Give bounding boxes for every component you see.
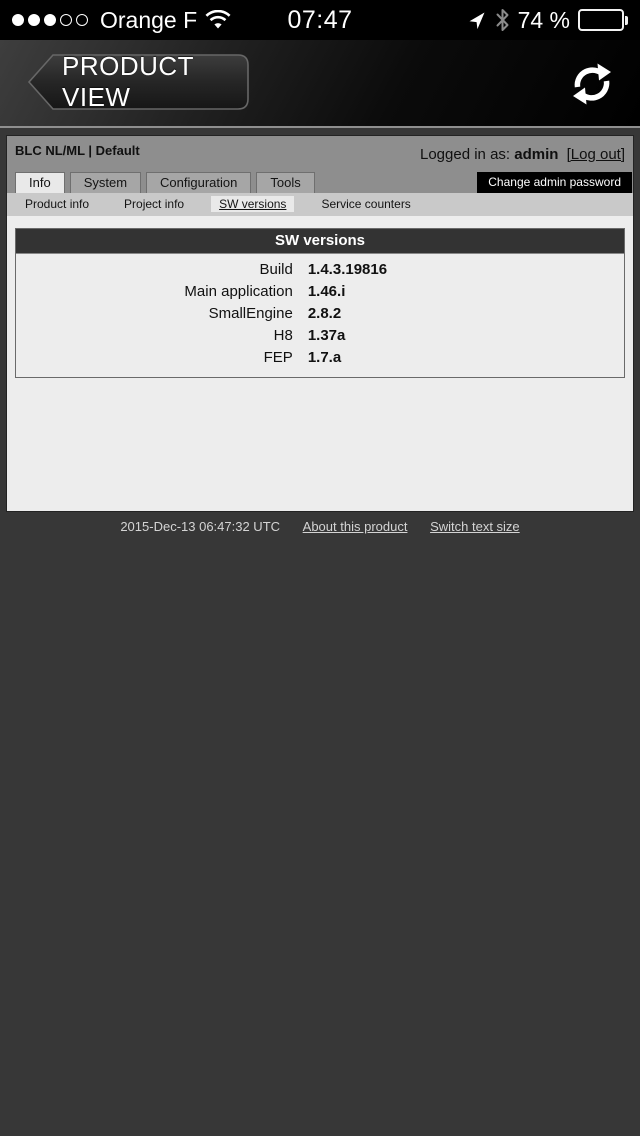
location-arrow-icon bbox=[467, 10, 487, 30]
change-admin-password-button[interactable]: Change admin password bbox=[477, 172, 632, 193]
main-tab-bar: Info System Configuration Tools Change a… bbox=[7, 163, 633, 193]
row-value: 1.4.3.19816 bbox=[307, 261, 388, 278]
switch-text-size-link[interactable]: Switch text size bbox=[430, 519, 520, 534]
logout-link[interactable]: [Log out] bbox=[566, 146, 625, 163]
bluetooth-icon bbox=[495, 8, 510, 32]
tab[interactable]: Tools bbox=[256, 172, 315, 193]
status-bar-right: 74 % bbox=[467, 7, 628, 34]
login-status: Logged in as: admin [Log out] bbox=[420, 141, 625, 163]
timestamp: 2015-Dec-13 06:47:32 UTC bbox=[120, 519, 281, 534]
row-label: H8 bbox=[273, 327, 293, 344]
status-bar: Orange F 07:47 74 % bbox=[0, 0, 640, 40]
navigation-bar: PRODUCT VIEW bbox=[0, 40, 640, 128]
subtab[interactable]: Service counters bbox=[321, 197, 411, 211]
row-label: Build bbox=[259, 261, 293, 278]
subtab[interactable]: SW versions bbox=[211, 196, 295, 212]
row-label: FEP bbox=[263, 349, 293, 366]
row-value: 2.8.2 bbox=[307, 305, 342, 322]
table-row: Main application 1.46.i bbox=[16, 281, 624, 303]
row-value: 1.37a bbox=[307, 327, 346, 344]
tab[interactable]: Configuration bbox=[146, 172, 252, 193]
login-status-prefix: Logged in as: bbox=[420, 146, 515, 163]
wifi-icon bbox=[205, 10, 231, 30]
about-this-product-link[interactable]: About this product bbox=[302, 519, 408, 534]
page-header: BLC NL/ML | Default Logged in as: admin … bbox=[7, 136, 633, 163]
sw-versions-panel: SW versions Build 1.4.3.19816 bbox=[15, 228, 625, 378]
subtab[interactable]: Product info bbox=[25, 197, 90, 211]
row-label: SmallEngine bbox=[208, 305, 293, 322]
tab[interactable]: Info bbox=[15, 172, 65, 193]
table-row: Build 1.4.3.19816 bbox=[16, 259, 624, 281]
cellular-signal-icon bbox=[12, 14, 88, 26]
row-value: 1.7.a bbox=[307, 349, 342, 366]
battery-percent-label: 74 % bbox=[517, 6, 570, 33]
site-title: BLC NL/ML | Default bbox=[15, 143, 140, 158]
panel-title: SW versions bbox=[16, 229, 624, 254]
sw-versions-table: Build 1.4.3.19816 Main application 1.46.… bbox=[16, 259, 624, 369]
page-footer: 2015-Dec-13 06:47:32 UTC About this prod… bbox=[0, 519, 640, 534]
back-button-label: PRODUCT VIEW bbox=[62, 51, 194, 112]
panel-body: Build 1.4.3.19816 Main application 1.46.… bbox=[16, 254, 624, 377]
sub-tab-bar: Product info Project info SW versions Se… bbox=[7, 193, 633, 216]
refresh-icon[interactable] bbox=[568, 60, 616, 108]
battery-icon bbox=[578, 9, 628, 31]
row-label: Main application bbox=[184, 283, 293, 300]
subtab[interactable]: Project info bbox=[124, 197, 185, 211]
carrier-label: Orange F bbox=[100, 6, 198, 33]
status-bar-left: Orange F bbox=[12, 7, 231, 34]
content-area: SW versions Build 1.4.3.19816 bbox=[7, 216, 633, 511]
table-row: H8 1.37a bbox=[16, 325, 624, 347]
web-content: BLC NL/ML | Default Logged in as: admin … bbox=[0, 128, 640, 1136]
table-row: FEP 1.7.a bbox=[16, 347, 624, 369]
back-button-product-view[interactable]: PRODUCT VIEW bbox=[26, 51, 250, 112]
main-tabs: Info System Configuration Tools bbox=[15, 172, 320, 193]
tab[interactable]: System bbox=[69, 172, 142, 193]
row-value: 1.46.i bbox=[307, 283, 346, 300]
device-admin-page: BLC NL/ML | Default Logged in as: admin … bbox=[6, 135, 634, 512]
table-row: SmallEngine 2.8.2 bbox=[16, 303, 624, 325]
login-user: admin bbox=[514, 146, 559, 163]
